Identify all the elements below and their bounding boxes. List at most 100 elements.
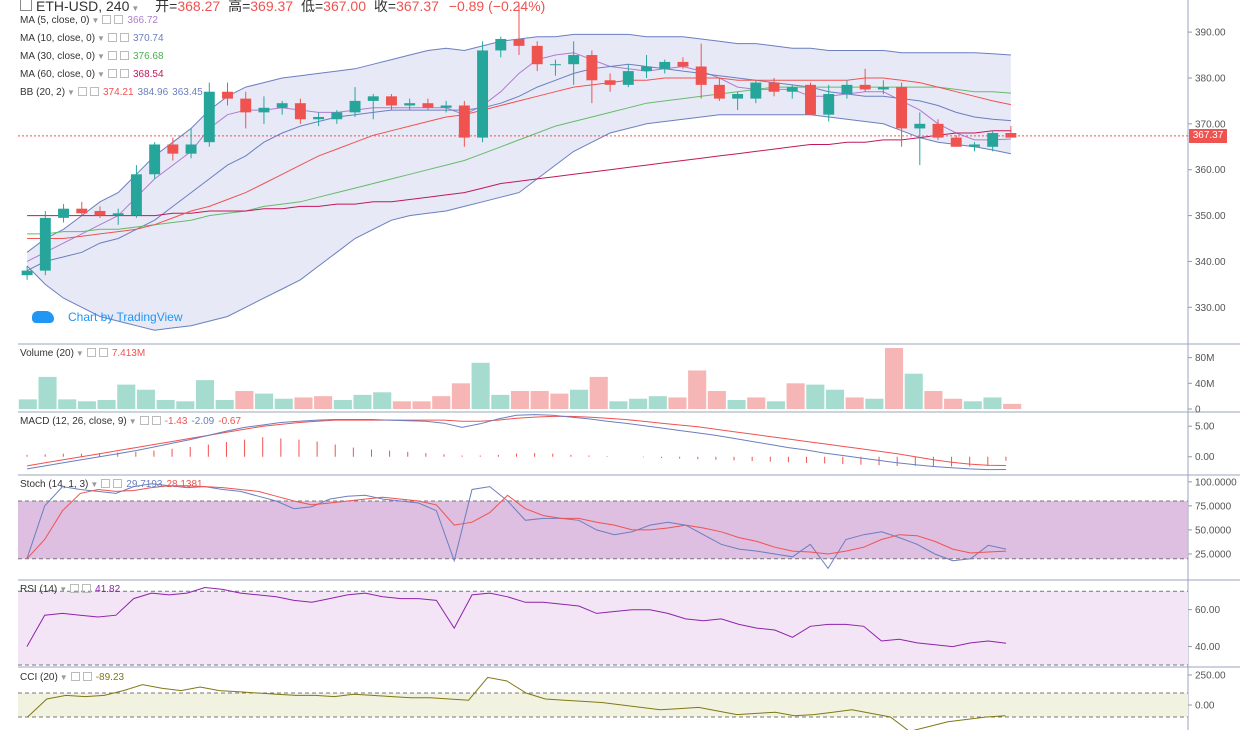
legend-ma30[interactable]: MA (30, close, 0) ▼ 376.68 <box>20 51 164 62</box>
settings-icon[interactable] <box>77 87 87 96</box>
candle-body <box>276 103 288 108</box>
stoch-label: Stoch (14, 1, 3) <box>20 479 89 490</box>
candle-body <box>987 133 999 147</box>
volume-bar <box>333 400 352 409</box>
volume-bar <box>865 398 884 409</box>
volume-bar <box>944 398 963 409</box>
volume-bar <box>97 400 116 409</box>
close-icon[interactable] <box>98 348 108 357</box>
macd-value-2: -2.09 <box>191 416 215 427</box>
candle-body <box>786 87 798 92</box>
volume-bar <box>274 398 293 409</box>
volume-bar <box>629 398 648 409</box>
cci-line <box>27 676 1006 730</box>
volume-bar <box>589 376 608 409</box>
tradingview-watermark[interactable]: Chart by TradingView <box>32 310 183 324</box>
volume-bar <box>58 399 77 409</box>
candle-body <box>367 96 379 101</box>
settings-icon[interactable] <box>86 348 96 357</box>
change-value: −0.89 (−0.24%) <box>448 0 546 14</box>
rsi-value: 41.82 <box>95 584 121 595</box>
close-icon[interactable] <box>89 87 99 96</box>
settings-icon[interactable] <box>107 51 117 60</box>
candle-body <box>513 38 525 46</box>
volume-axis-tick-label: 0 <box>1195 405 1201 416</box>
legend-macd[interactable]: MACD (12, 26, close, 9) ▼ -1.43 -2.09 -0.67 <box>20 416 242 427</box>
candle-body <box>732 94 744 99</box>
legend-rsi[interactable]: RSI (14) ▼ 41.82 <box>20 584 121 595</box>
volume-bar <box>747 397 766 409</box>
close-value: 367.37 <box>396 0 439 14</box>
volume-bar <box>727 400 746 409</box>
candle-body <box>258 107 270 113</box>
stoch-line <box>26 483 1007 570</box>
settings-icon[interactable] <box>70 584 80 593</box>
candle-body <box>950 137 962 147</box>
candle-body <box>896 87 908 129</box>
close-icon[interactable] <box>114 15 124 24</box>
close-icon[interactable] <box>82 672 92 681</box>
open-label: 开= <box>155 0 178 14</box>
price-axis-tick-label: 340.00 <box>1195 257 1226 268</box>
candle-body <box>185 144 197 154</box>
candle-body <box>768 82 780 92</box>
settings-icon[interactable] <box>101 479 111 488</box>
candle-body <box>94 210 106 216</box>
settings-icon[interactable] <box>70 672 80 681</box>
volume-bar <box>38 376 57 409</box>
volume-bar <box>530 391 549 409</box>
volume-bar <box>215 400 234 409</box>
volume-bar <box>648 396 667 409</box>
ma10-label: MA (10, close, 0) <box>20 33 96 44</box>
cci-axis-tick-label: 0.00 <box>1195 701 1215 712</box>
stoch-value-1: 29.7193 <box>126 479 163 490</box>
settings-icon[interactable] <box>107 69 117 78</box>
candle-body <box>914 123 926 129</box>
ma30-value: 376.68 <box>132 51 164 62</box>
bollinger-band-fill <box>27 34 1011 331</box>
symbol-label[interactable]: ETH-USD, 240 <box>36 0 130 14</box>
legend-bb[interactable]: BB (20, 2) ▼ 374.21 384.96 363.45 <box>20 87 203 98</box>
bollinger-lower-line <box>26 114 1011 331</box>
volume-bar <box>609 401 628 409</box>
candle-body <box>531 45 543 65</box>
collapse-icon[interactable] <box>20 0 32 11</box>
close-icon[interactable] <box>119 33 129 42</box>
settings-icon[interactable] <box>102 15 112 24</box>
volume-bar <box>235 391 254 409</box>
candle-body <box>495 38 507 51</box>
candle-body <box>568 55 580 65</box>
close-icon[interactable] <box>119 51 129 60</box>
legend-ma60[interactable]: MA (60, close, 0) ▼ 368.54 <box>20 69 164 80</box>
volume-bar <box>412 401 431 409</box>
volume-bar <box>195 380 215 409</box>
volume-bar <box>786 383 805 409</box>
bb-label: BB (20, 2) <box>20 87 66 98</box>
close-icon[interactable] <box>113 479 123 488</box>
low-value: 367.00 <box>323 0 366 14</box>
legend-stoch[interactable]: Stoch (14, 1, 3) ▼ 29.7193 28.1381 <box>20 479 203 490</box>
settings-icon[interactable] <box>139 416 149 425</box>
settings-icon[interactable] <box>107 33 117 42</box>
ma10-value: 370.74 <box>132 33 164 44</box>
close-icon[interactable] <box>119 69 129 78</box>
legend-volume[interactable]: Volume (20) ▼ 7.413M <box>20 348 146 359</box>
high-label: 高= <box>228 0 251 14</box>
candle-body <box>203 91 215 143</box>
candle-body <box>130 174 142 216</box>
cci-axis-tick-label: 250.00 <box>1195 671 1226 682</box>
last-price-tag: 367.37 <box>1189 128 1227 143</box>
legend-cci[interactable]: CCI (20) ▼ -89.23 <box>20 672 125 683</box>
close-icon[interactable] <box>151 416 161 425</box>
price-axis-tick-label: 360.00 <box>1195 165 1226 176</box>
macd-line <box>27 415 1006 467</box>
close-icon[interactable] <box>82 584 92 593</box>
legend-ma10[interactable]: MA (10, close, 0) ▼ 370.74 <box>20 33 164 44</box>
volume-bar <box>451 383 470 409</box>
price-axis-tick-label: 370.00 <box>1195 119 1226 130</box>
bb-value-1: 374.21 <box>102 87 134 98</box>
candle-body <box>112 213 124 216</box>
volume-bar <box>156 400 175 409</box>
legend-ma5[interactable]: MA (5, close, 0) ▼ 366.72 <box>20 15 158 26</box>
